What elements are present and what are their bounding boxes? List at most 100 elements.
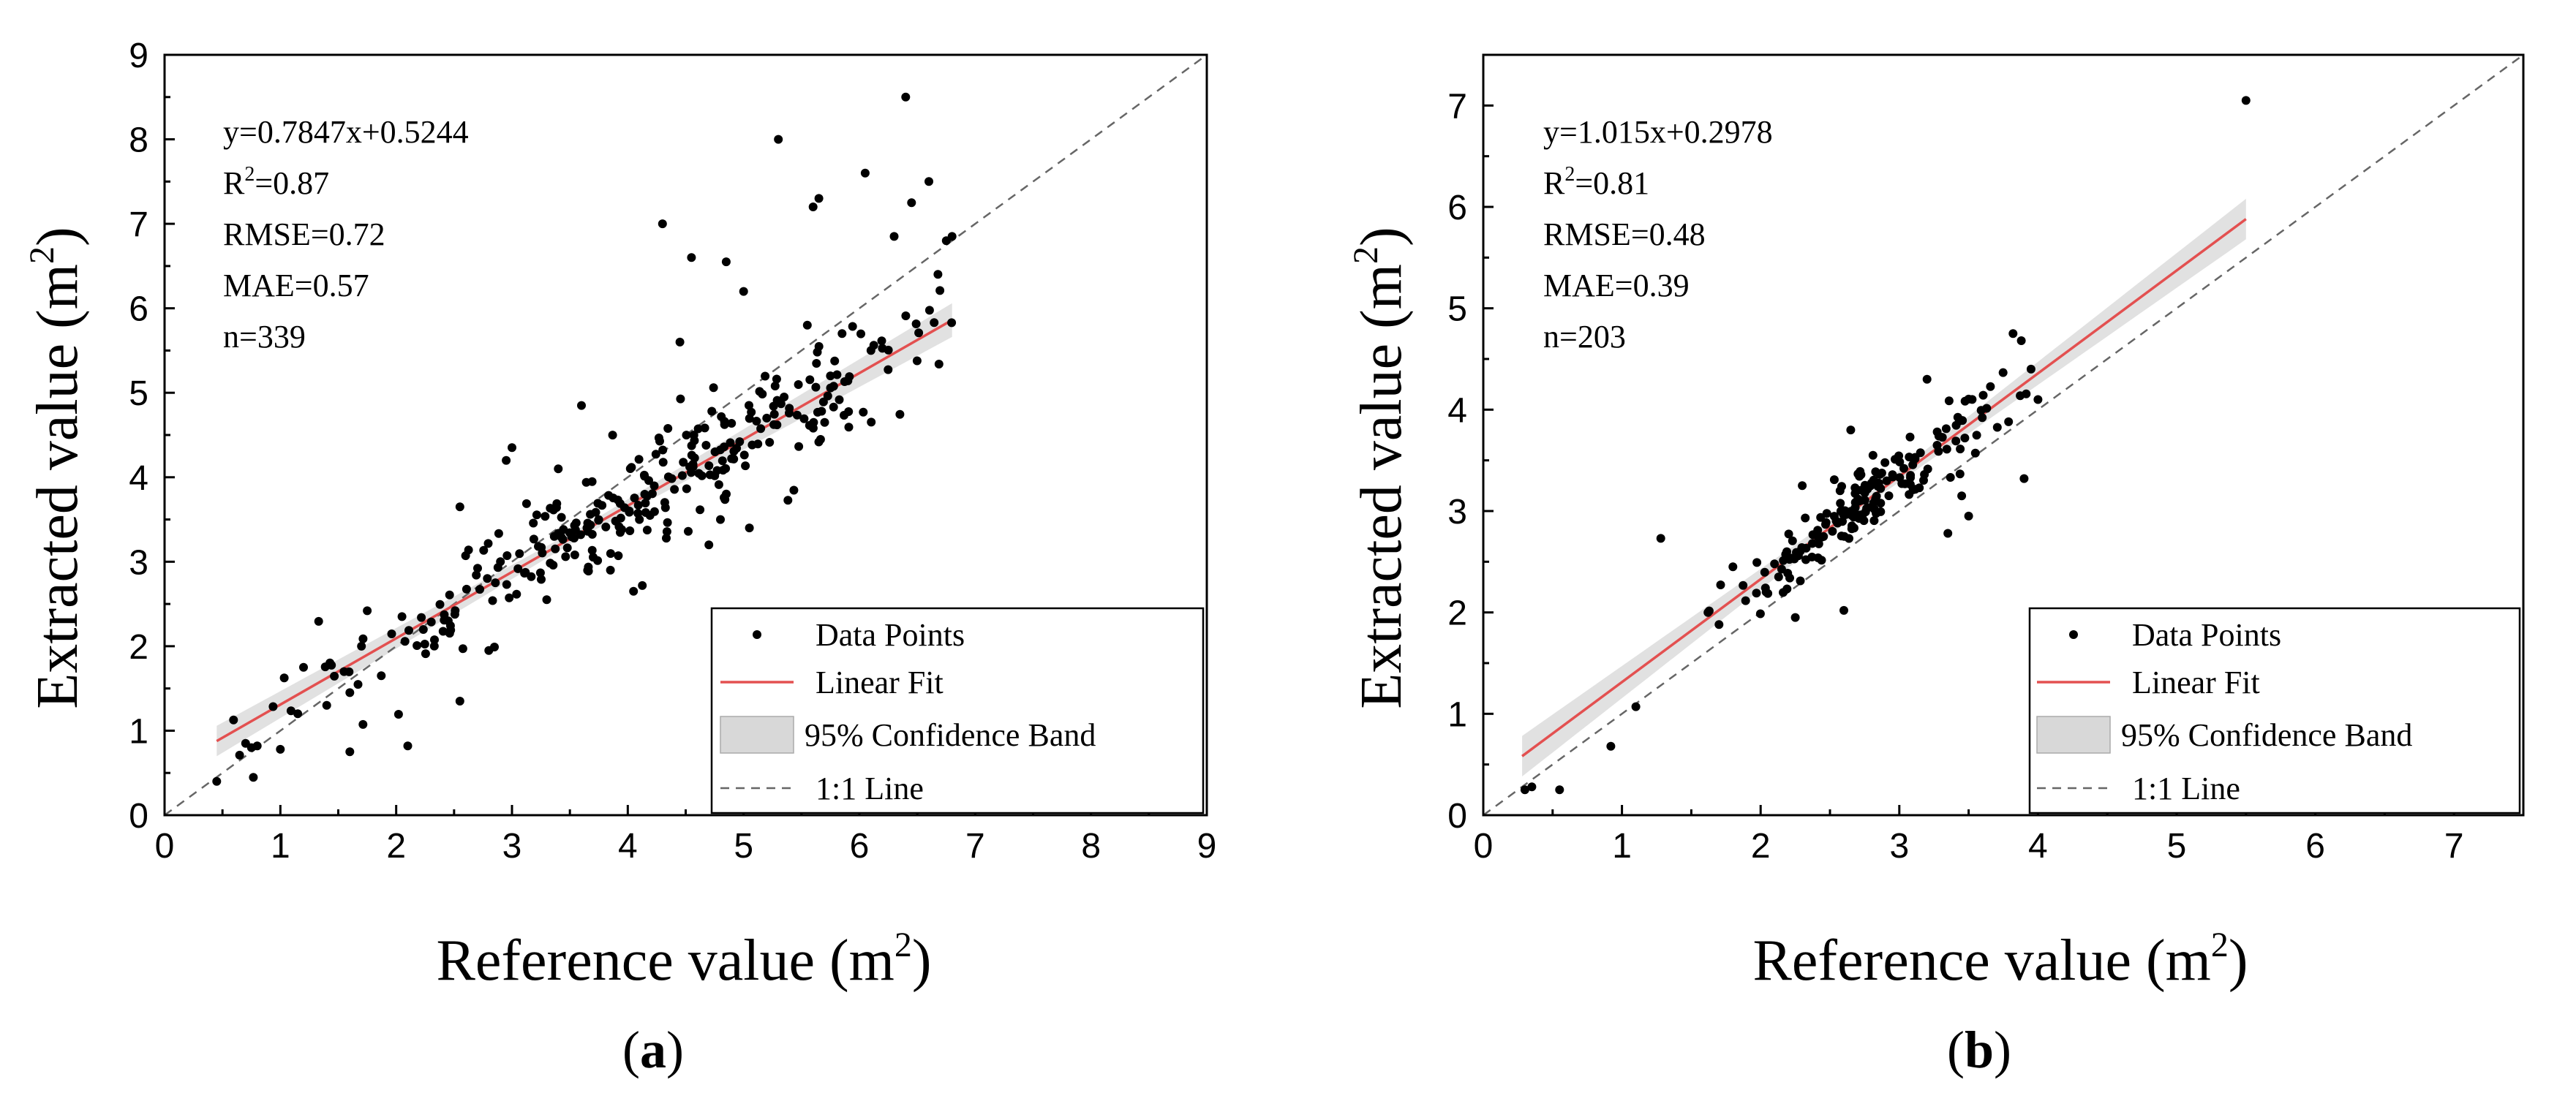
data-point [812,359,821,368]
y-tick-label: 3 [1447,493,1467,532]
data-point [212,776,222,786]
data-point [591,507,600,517]
data-point [2019,474,2029,483]
data-point [1910,453,1920,462]
data-point [1905,480,1915,489]
data-point [924,306,934,315]
data-point [1895,473,1905,483]
data-point [1788,536,1797,545]
data-point [490,643,499,651]
axes: 0 1 2 3 4 5 6 7 0 1 2 3 4 5 6 7 [1447,53,2525,866]
legend: Data Points Linear Fit 95% Confidence Ba… [710,607,1205,814]
data-point [649,481,659,491]
data-point [2016,391,2025,401]
data-point [1760,567,1769,577]
data-point [1846,426,1856,435]
data-point [651,450,660,459]
data-point [363,606,372,616]
data-point [729,454,739,464]
data-point [655,436,664,446]
data-point [1956,445,1965,454]
data-point [701,441,711,450]
y-tick-label: 4 [129,459,148,498]
data-point [551,544,560,553]
data-point [1976,406,1986,415]
data-point [1716,580,1725,589]
data-point [330,671,339,681]
legend-frame [2028,607,2521,814]
data-point [358,634,368,643]
data-point [1839,605,1848,615]
data-point [762,413,772,423]
data-point [641,499,650,508]
data-point [1761,587,1771,597]
data-point [700,423,709,433]
y-tick-label: 1 [129,712,148,751]
data-point [912,356,922,366]
data-point [745,414,754,423]
data-point [2033,395,2043,404]
data-point [458,644,467,654]
data-point [1829,475,1839,485]
data-point [1817,532,1826,542]
data-point [1943,529,1953,538]
data-point [848,322,857,331]
data-point [513,564,523,573]
data-point [726,438,735,447]
x-tick-label: 0 [1474,827,1494,866]
data-point [662,527,671,537]
x-tick-label: 1 [271,827,290,866]
data-point [629,586,639,596]
fit-equation: y=0.7847x+0.5244 [223,114,469,150]
data-point [1992,423,2002,432]
data-point [1998,368,2008,377]
data-point [867,417,876,427]
data-point [1860,488,1869,498]
data-point [403,741,413,751]
data-point [924,177,933,186]
data-point [562,543,572,553]
data-point [583,518,592,528]
data-point [705,470,715,480]
legend-confidence-band-label: 95% Confidence Band [805,717,1096,753]
data-point [792,410,802,420]
data-point [756,424,766,434]
data-point [604,491,614,500]
data-point [895,409,905,419]
data-point [739,450,749,460]
data-point [1814,539,1823,548]
data-point [229,715,238,725]
fit-equation: y=1.015x+0.2978 [1543,114,1773,150]
x-tick-label: 0 [155,827,175,866]
x-tick-label: 5 [734,827,753,866]
x-tick-label: 4 [618,827,638,866]
data-point [813,407,822,417]
data-point [704,461,714,470]
data-point [1808,530,1818,540]
x-axis-title: Reference value (m2) [1753,926,2248,993]
data-point [505,593,514,602]
data-point [1954,416,1964,426]
data-point [426,617,436,627]
data-point [658,458,668,467]
data-point [1888,472,1897,482]
data-point [799,414,809,423]
data-point [1631,702,1641,711]
data-point [1801,513,1810,523]
data-point [358,719,368,729]
data-point [493,563,502,572]
x-tick-label: 9 [1197,827,1217,866]
data-point [690,453,699,463]
data-point [780,393,789,401]
data-point [455,697,464,706]
data-point [1784,529,1793,539]
data-point [322,700,331,710]
data-point [1923,464,1932,474]
data-points-layer [212,92,957,786]
y-tick-label: 2 [129,628,148,667]
data-point [845,372,854,382]
data-point [1856,466,1865,476]
data-point [693,424,703,434]
data-point [1872,491,1881,501]
